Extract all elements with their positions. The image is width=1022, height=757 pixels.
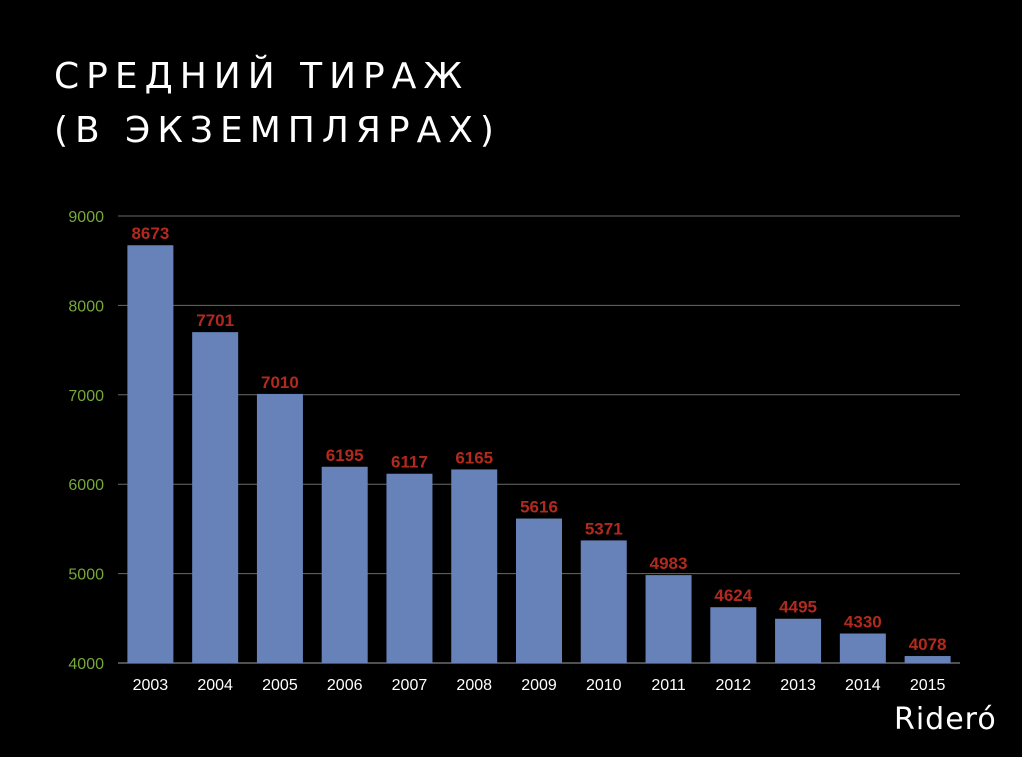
x-tick-label: 2003 bbox=[133, 677, 169, 694]
data-label: 7701 bbox=[196, 311, 234, 330]
x-tick-label: 2004 bbox=[197, 677, 233, 694]
bar bbox=[710, 607, 757, 663]
data-label: 6195 bbox=[326, 446, 364, 465]
y-tick-label: 9000 bbox=[68, 209, 104, 226]
bar bbox=[580, 540, 627, 663]
y-axis-ticks: 4000 5000 6000 7000 8000 9000 bbox=[68, 209, 104, 673]
slide-title: СРЕДНИЙ ТИРАЖ (В ЭКЗЕМПЛЯРАХ) bbox=[54, 50, 501, 158]
bar bbox=[516, 518, 562, 663]
y-tick-label: 8000 bbox=[68, 298, 104, 315]
x-tick-label: 2005 bbox=[262, 677, 298, 694]
data-label: 5371 bbox=[585, 519, 623, 538]
bar bbox=[775, 618, 822, 663]
bar bbox=[256, 393, 303, 663]
x-tick-label: 2013 bbox=[780, 677, 816, 694]
x-tick-label: 2014 bbox=[845, 677, 881, 694]
bars bbox=[127, 245, 951, 663]
bar bbox=[451, 469, 498, 663]
x-tick-label: 2011 bbox=[651, 677, 686, 694]
data-label: 4624 bbox=[714, 586, 752, 605]
data-label: 5616 bbox=[520, 498, 558, 517]
bar bbox=[321, 466, 368, 663]
data-label: 6165 bbox=[455, 448, 493, 467]
data-label: 8673 bbox=[131, 224, 169, 243]
data-label: 7010 bbox=[261, 373, 299, 392]
value-labels: 8673 7701 7010 6195 6117 6165 5616 5371 4983 4624… bbox=[131, 224, 946, 654]
slide-title-line-1: СРЕДНИЙ ТИРАЖ bbox=[54, 56, 470, 97]
data-label: 6117 bbox=[391, 453, 428, 472]
y-tick-label: 7000 bbox=[68, 388, 104, 405]
ridero-logo: Rideró bbox=[894, 702, 997, 737]
bar bbox=[904, 656, 951, 663]
data-label: 4330 bbox=[844, 612, 882, 631]
bar bbox=[192, 332, 239, 663]
x-tick-label: 2009 bbox=[521, 677, 557, 694]
y-tick-label: 5000 bbox=[68, 567, 104, 584]
x-tick-label: 2012 bbox=[716, 677, 752, 694]
data-label: 4983 bbox=[650, 554, 688, 573]
x-tick-label: 2006 bbox=[327, 677, 363, 694]
y-tick-label: 6000 bbox=[68, 477, 104, 494]
y-tick-label: 4000 bbox=[68, 656, 104, 673]
x-tick-label: 2015 bbox=[910, 677, 946, 694]
data-label: 4495 bbox=[779, 598, 817, 617]
x-tick-label: 2008 bbox=[456, 677, 492, 694]
data-label: 4078 bbox=[909, 635, 947, 654]
bar bbox=[839, 633, 886, 663]
x-tick-label: 2007 bbox=[392, 677, 428, 694]
bar bbox=[645, 575, 692, 663]
x-axis-ticks: 2003 2004 2005 2006 2007 2008 2009 2010 2011 2012… bbox=[133, 677, 946, 694]
slide-title-line-2: (В ЭКЗЕМПЛЯРАХ) bbox=[54, 110, 501, 151]
bar bbox=[127, 245, 174, 663]
x-tick-label: 2010 bbox=[586, 677, 622, 694]
bar bbox=[386, 473, 433, 663]
